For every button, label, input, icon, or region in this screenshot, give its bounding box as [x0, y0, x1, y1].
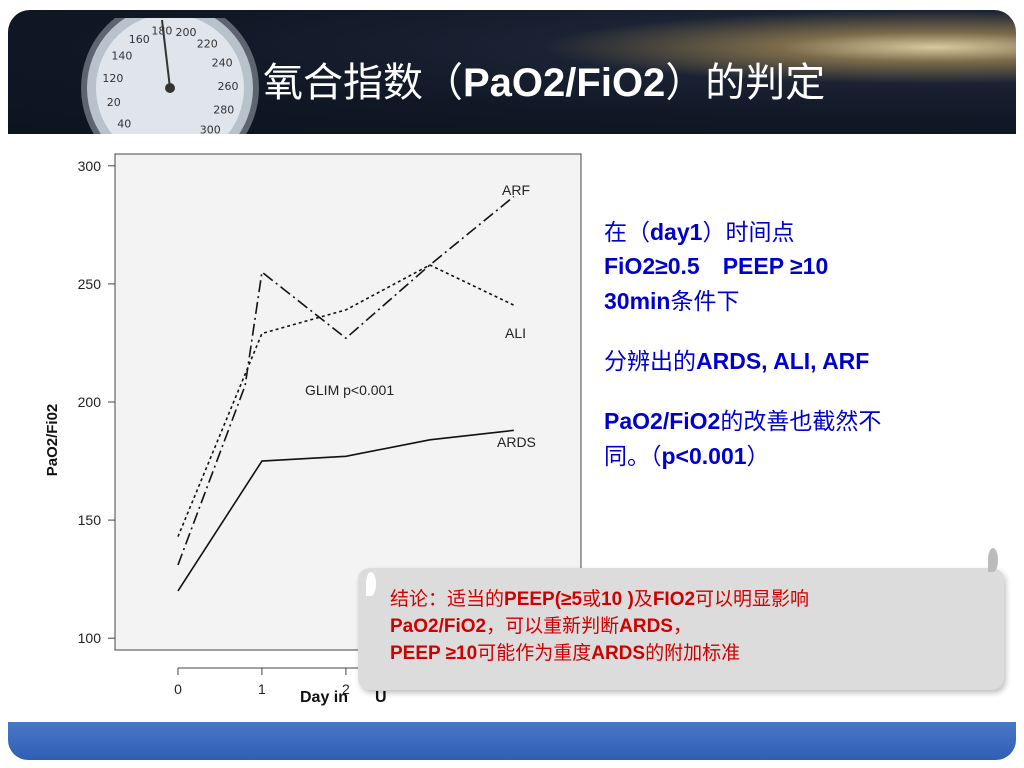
callout-line-3: PEEP ≥10可能作为重度ARDS的附加标准 — [390, 642, 741, 665]
note-line-6: 同。（p<0.001） — [604, 442, 770, 470]
note-line-2: FiO2≥0.5 PEEP ≥10 — [604, 253, 829, 280]
header-banner: 1201401601802002202402602803001008060402… — [8, 10, 1016, 134]
conclusion-callout: 结论：适当的PEEP(≥5或10 )及FIO2可以明显影响 PaO2/FiO2，… — [358, 548, 1004, 690]
gauge-label: 240 — [212, 57, 233, 70]
x-axis: 0 1 2 — [174, 667, 360, 697]
line-chart: 100 150 200 250 300 0 1 2 PaO2/Fi02 Day in U G… — [44, 153, 582, 706]
gauge-label: 300 — [200, 124, 221, 134]
series-ali-line — [177, 264, 515, 537]
y-tick-label: 250 — [78, 276, 102, 292]
gauge-label: 200 — [175, 26, 196, 39]
series-lines — [177, 195, 515, 592]
x-axis-label: Day in — [300, 689, 348, 706]
note-line-1: 在（day1）时间点 — [604, 219, 795, 246]
y-axis: 100 150 200 250 300 — [78, 158, 115, 646]
x-tick-label: 1 — [258, 681, 266, 697]
note-line-4: 分辨出的ARDS, ALI, ARF — [604, 348, 870, 376]
x-tick-label: 2 — [342, 681, 350, 697]
open-quote-icon — [366, 572, 376, 596]
gauge-label: 120 — [102, 72, 123, 85]
y-tick-label: 150 — [78, 512, 102, 528]
y-axis-label: PaO2/Fi02 — [44, 404, 61, 477]
y-tick-label: 200 — [78, 394, 102, 410]
note-line-3: 30min条件下 — [604, 287, 740, 315]
slide-title: 氧合指数（PaO2/FiO2）的判定 — [263, 60, 826, 106]
gauge-label: 280 — [213, 104, 234, 117]
gauge-label: 60 — [136, 133, 150, 134]
annotation-glim: GLIM p<0.001 — [305, 382, 394, 398]
callout-line-1: 结论：适当的PEEP(≥5或10 )及FIO2可以明显影响 — [390, 588, 810, 610]
series-arf-line — [177, 195, 515, 566]
x-axis-label-end: U — [375, 689, 387, 706]
series-label-ards: ARDS — [497, 434, 536, 450]
y-tick-label: 300 — [78, 158, 102, 174]
y-tick-label: 100 — [78, 630, 102, 646]
gauge-label: 160 — [129, 33, 150, 46]
note-line-5: PaO2/FiO2的改善也截然不 — [604, 408, 882, 436]
gauge-label: 40 — [117, 118, 131, 131]
series-ards-line — [177, 429, 514, 592]
series-label-arf: ARF — [502, 182, 530, 198]
notes-text: 在（day1）时间点 FiO2≥0.5 PEEP ≥10 30min条件下 分辨… — [604, 216, 1019, 474]
blood-pressure-gauge-icon: 1201401601802002202402602803001008060402… — [81, 18, 259, 134]
callout-line-2: PaO2/FiO2，可以重新判断ARDS， — [390, 615, 692, 638]
gauge-label: 140 — [111, 50, 132, 63]
gauge-label: 220 — [197, 38, 218, 51]
x-tick-label: 0 — [174, 681, 182, 697]
gauge-label: 180 — [151, 25, 172, 38]
close-quote-icon — [988, 548, 998, 572]
footer-bar — [8, 722, 1016, 760]
gauge-label: 20 — [107, 96, 121, 109]
gauge-label: 260 — [217, 80, 238, 93]
series-label-ali: ALI — [505, 325, 526, 341]
